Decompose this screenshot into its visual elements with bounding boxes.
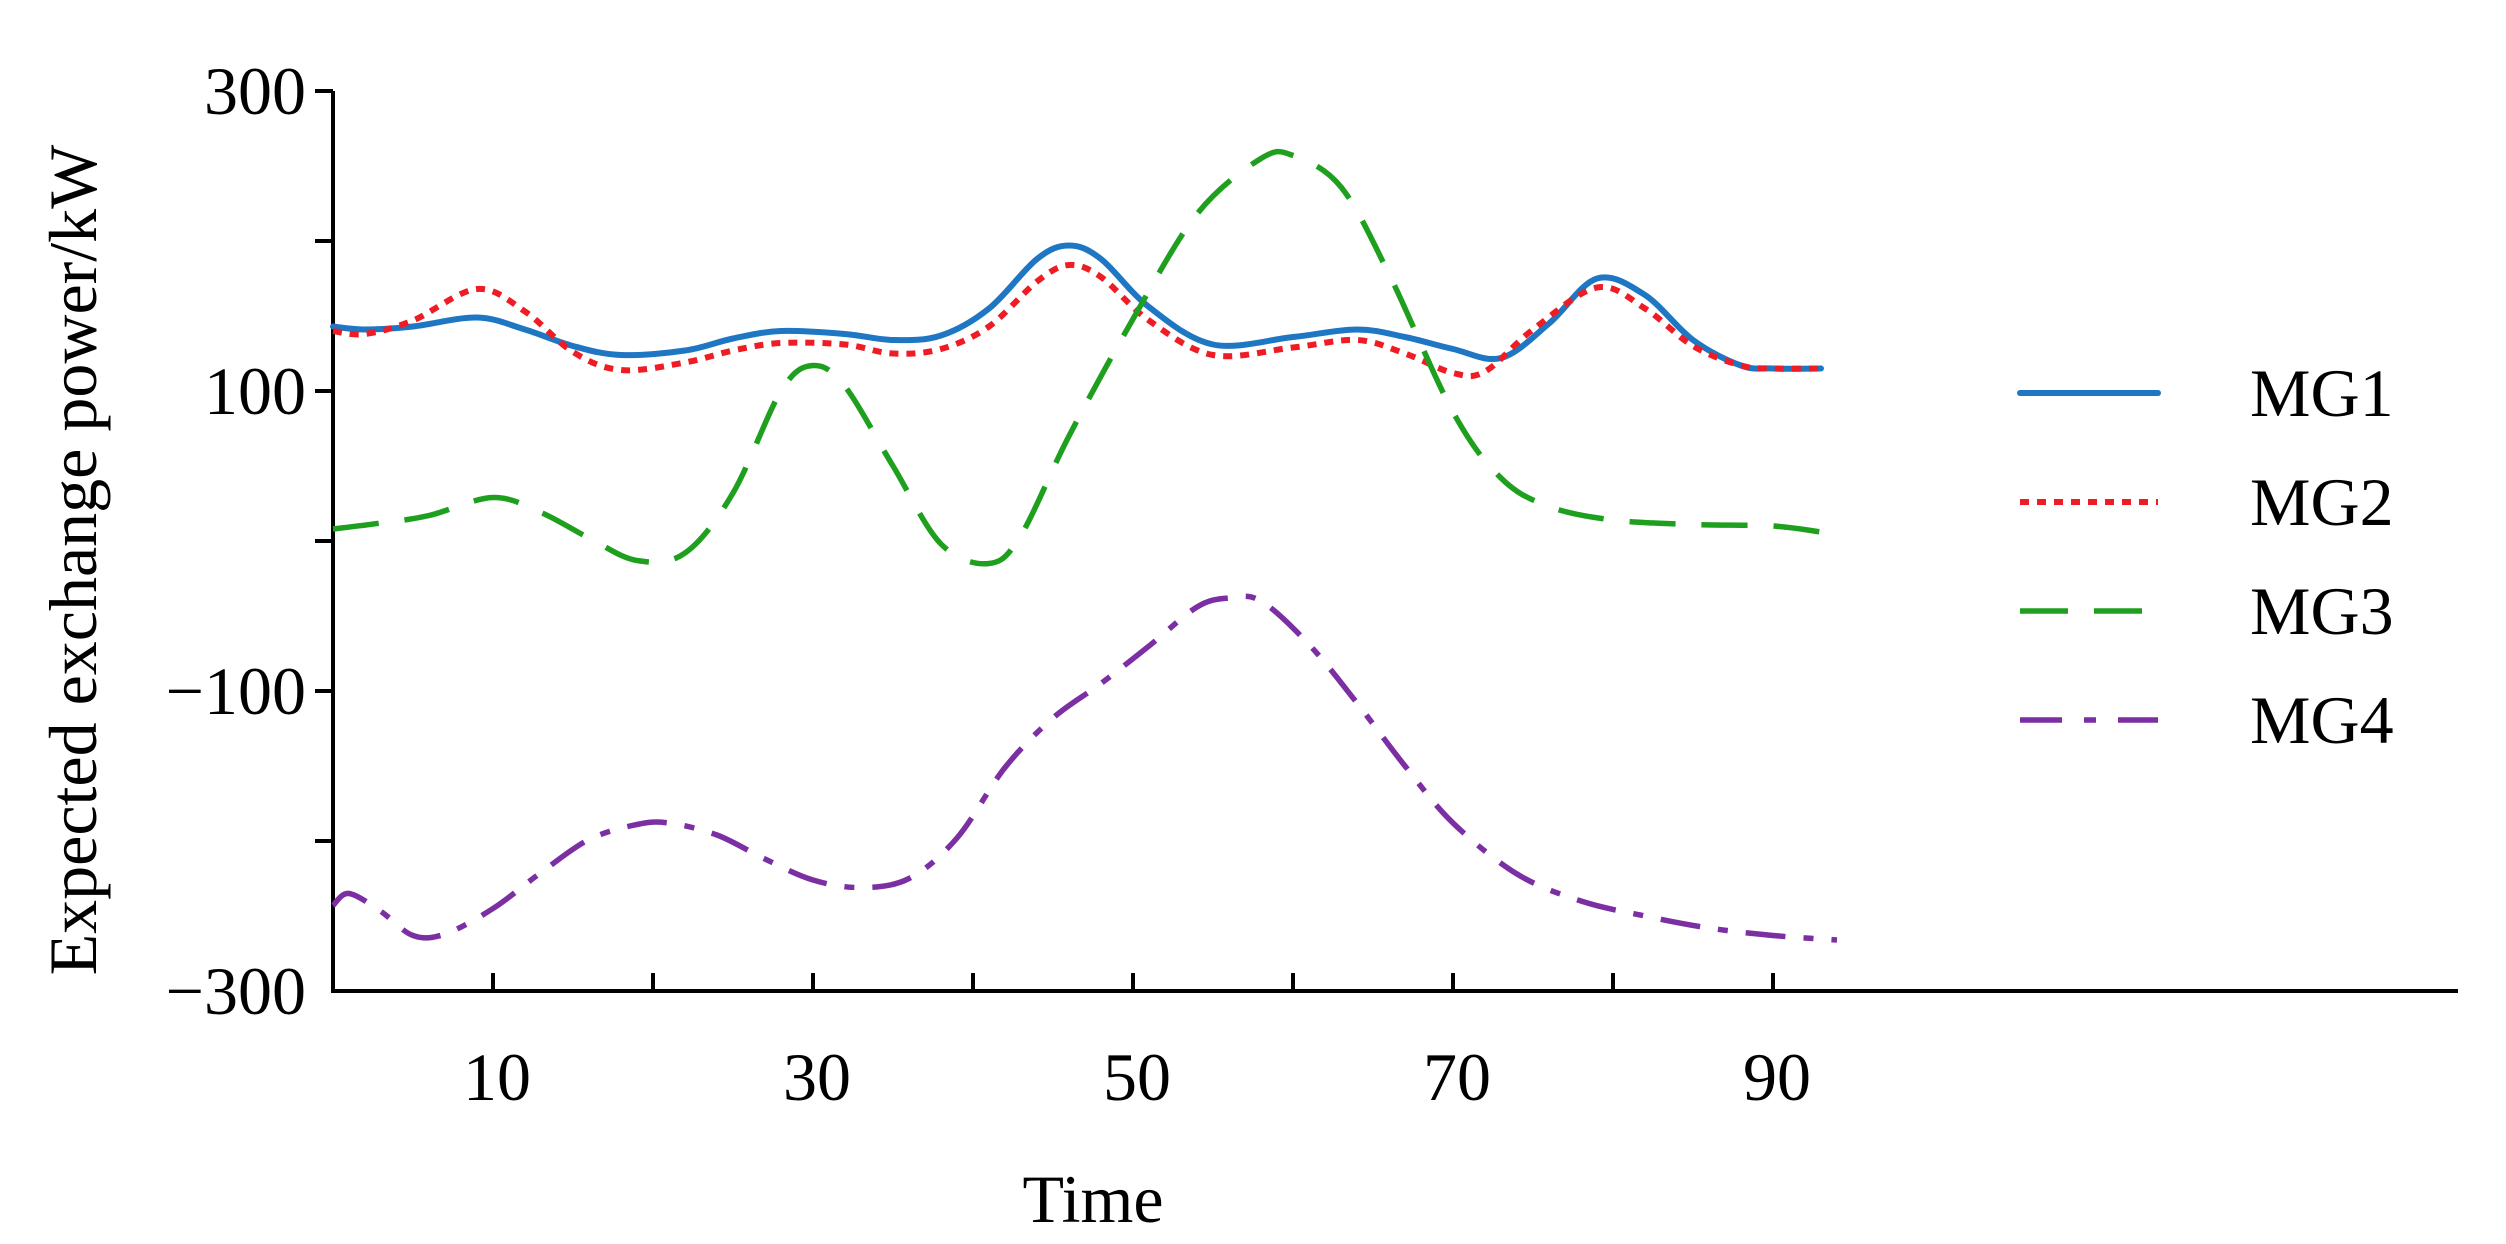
y-axis-title: Expected exchange power/kW xyxy=(35,144,111,976)
series-line-mg2 xyxy=(332,261,1822,380)
x-axis-title: Time xyxy=(1022,1161,1163,1237)
legend-label-mg3: MG3 xyxy=(2250,573,2394,649)
series-lines xyxy=(330,148,1838,943)
y-ticks xyxy=(315,89,333,843)
x-tick-label: 50 xyxy=(1103,1039,1171,1115)
x-tick-label: 70 xyxy=(1423,1039,1491,1115)
series-line-mg1 xyxy=(330,242,1824,372)
legend-label-mg4: MG4 xyxy=(2250,682,2394,758)
y-tick-label: 300 xyxy=(204,53,306,129)
x-tick-label: 30 xyxy=(783,1039,851,1115)
y-tick-labels: −300 −100 100 300 xyxy=(166,53,306,1029)
x-tick-label: 10 xyxy=(463,1039,531,1115)
legend-label-mg2: MG2 xyxy=(2250,464,2394,540)
series-line-mg4 xyxy=(331,593,1838,943)
y-tick-label: −300 xyxy=(166,953,306,1029)
x-ticks xyxy=(491,973,1775,991)
legend: MG1 MG2 MG3 MG4 xyxy=(2017,355,2394,758)
y-tick-label: −100 xyxy=(166,653,306,729)
axes xyxy=(331,91,2458,993)
legend-label-mg1: MG1 xyxy=(2250,355,2394,431)
x-tick-labels: 10 30 50 70 90 xyxy=(463,1039,1811,1115)
series-line-mg3 xyxy=(332,148,1822,567)
y-tick-label: 100 xyxy=(204,353,306,429)
x-tick-label: 90 xyxy=(1743,1039,1811,1115)
